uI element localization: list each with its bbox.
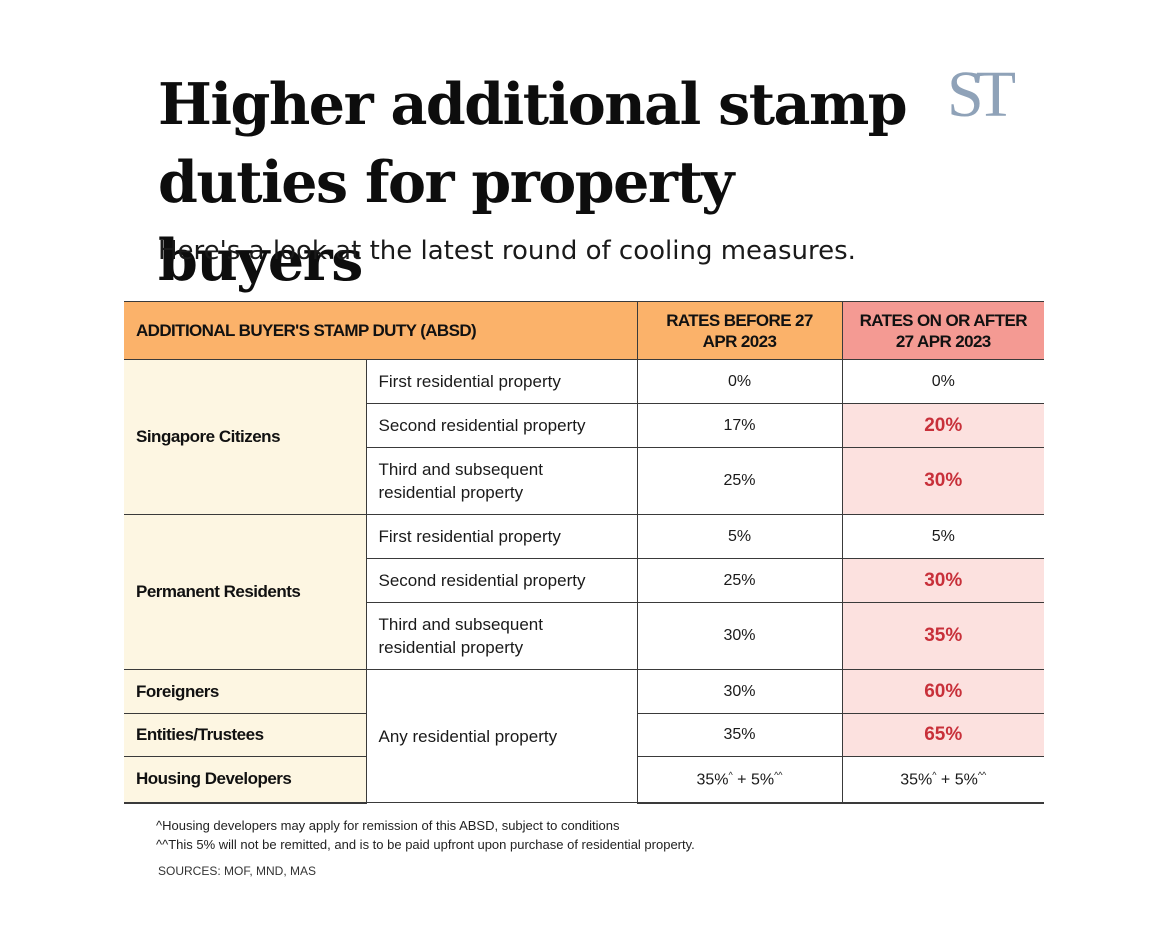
footnote-1: ^Housing developers may apply for remiss…	[156, 818, 620, 833]
property-type: Third and subsequent residential propert…	[366, 447, 638, 515]
property-type: Second residential property	[366, 403, 638, 448]
header-rates-before: RATES BEFORE 27 APR 2023	[636, 301, 843, 360]
rate-after: 35%^ + 5%^^	[841, 756, 1044, 804]
table-row: Housing Developers 35%^ + 5%^^ 35%^ + 5%…	[124, 756, 1044, 804]
rate-after-increased: 65%	[841, 713, 1044, 757]
rate-plus: + 5%	[936, 770, 978, 788]
rate-before: 35%^ + 5%^^	[636, 756, 843, 804]
table-row: Third and subsequent residential propert…	[124, 447, 1044, 515]
table-row: Foreigners Any residential property 30% …	[124, 669, 1044, 803]
table-row: Second residential property 17% 20%	[124, 403, 1044, 448]
rate-after-increased: 35%	[841, 602, 1044, 670]
table-row: Second residential property 25% 30%	[124, 558, 1044, 603]
header-rates-after: RATES ON OR AFTER 27 APR 2023	[841, 301, 1044, 360]
table-header-row: ADDITIONAL BUYER'S STAMP DUTY (ABSD) RAT…	[124, 301, 1044, 360]
rate-after-increased: 60%	[841, 669, 1044, 714]
rate-before: 25%	[636, 558, 843, 603]
footnote-mark: ^^	[977, 769, 987, 780]
property-type: First residential property	[365, 359, 638, 404]
property-type: First residential property	[365, 514, 638, 559]
header-absd: ADDITIONAL BUYER'S STAMP DUTY (ABSD)	[124, 301, 638, 360]
group-housing-developers: Housing Developers	[124, 756, 367, 804]
footnote-mark: ^	[932, 769, 937, 780]
rate-before: 25%	[636, 447, 843, 515]
rate-before: 30%	[636, 602, 843, 670]
rate-base: 35%	[696, 770, 729, 788]
rate-before: 5%	[636, 514, 843, 559]
footnote-mark: ^	[728, 769, 733, 780]
group-permanent-residents: Permanent Residents	[124, 514, 367, 670]
property-type: Third and subsequent residential propert…	[366, 602, 638, 670]
rate-before: 30%	[636, 669, 843, 714]
sources-line: SOURCES: MOF, MND, MAS	[158, 864, 317, 878]
footnote-2: ^^This 5% will not be remitted, and is t…	[156, 837, 695, 852]
rate-before: 35%	[636, 713, 843, 757]
rate-after-increased: 20%	[841, 403, 1044, 448]
rate-after: 5%	[841, 514, 1044, 559]
property-type: Any residential property	[365, 669, 638, 803]
st-logo: ST	[947, 58, 1016, 131]
group-foreigners: Foreigners	[124, 669, 367, 714]
rate-after-increased: 30%	[841, 447, 1044, 515]
property-type: Second residential property	[366, 558, 638, 603]
page-subtitle: Here's a look at the latest round of coo…	[158, 236, 856, 266]
rate-before: 0%	[636, 359, 843, 404]
rate-before: 17%	[636, 403, 843, 448]
absd-table: ADDITIONAL BUYER'S STAMP DUTY (ABSD) RAT…	[124, 301, 1044, 804]
table-row: Permanent Residents First residential pr…	[124, 514, 1044, 670]
table-row: Third and subsequent residential propert…	[124, 602, 1044, 670]
group-entities-trustees: Entities/Trustees	[124, 713, 367, 757]
page-title: Higher additional stamp duties for prope…	[158, 71, 908, 294]
rate-after-increased: 30%	[841, 558, 1044, 603]
group-singapore-citizens: Singapore Citizens	[124, 359, 367, 515]
rate-plus: + 5%	[732, 770, 775, 788]
table-row: Singapore Citizens First residential pro…	[124, 359, 1044, 515]
footnote-mark: ^^	[774, 769, 783, 780]
footnotes: ^Housing developers may apply for remiss…	[156, 816, 695, 854]
rate-after: 0%	[841, 359, 1044, 404]
rate-base: 35%	[900, 770, 933, 788]
